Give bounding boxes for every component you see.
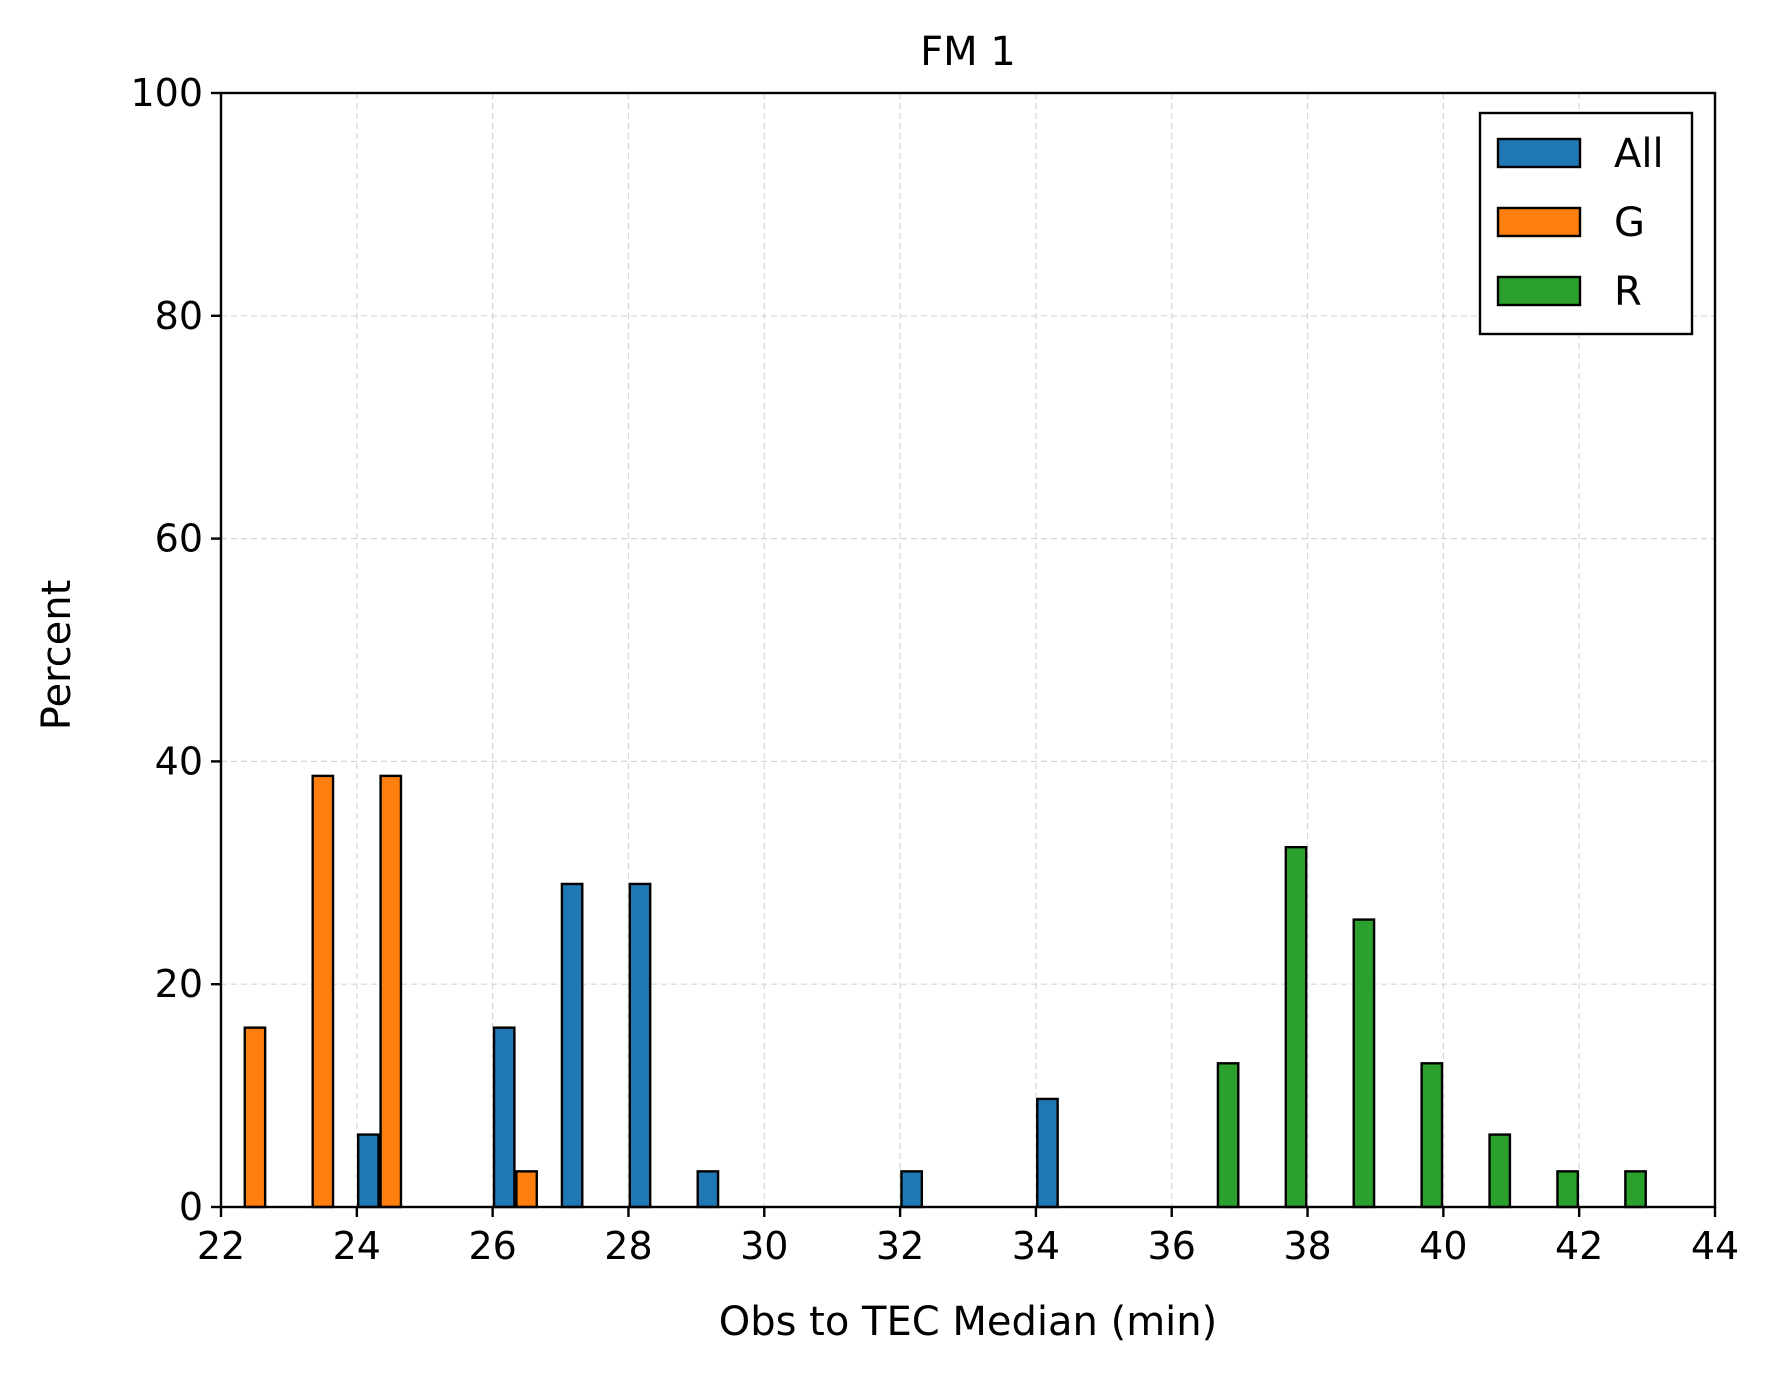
legend: All G R (1478, 111, 1694, 336)
y-tick-label: 60 (155, 517, 203, 561)
x-tick-label: 30 (740, 1224, 788, 1268)
bar-g (515, 1170, 538, 1209)
y-tick-label: 20 (155, 962, 203, 1006)
bar-r (1352, 918, 1376, 1209)
y-axis-label: Percent (34, 580, 80, 731)
bars-layer (243, 774, 1647, 1209)
bar-g (243, 1026, 267, 1209)
ticks-layer: 22 24 26 28 30 32 34 36 38 40 42 44 0 20 40 60 80 100 (130, 71, 1739, 1268)
bar-g (311, 774, 335, 1209)
bar-all (492, 1026, 516, 1209)
bar-r (1556, 1170, 1580, 1209)
x-tick-label: 42 (1555, 1224, 1603, 1268)
x-tick-label: 32 (876, 1224, 924, 1268)
x-tick-label: 28 (604, 1224, 652, 1268)
x-tick-label: 26 (468, 1224, 516, 1268)
bar-all (900, 1170, 924, 1209)
bar-r (1488, 1133, 1512, 1209)
bar-all (1036, 1097, 1059, 1209)
x-tick-label: 38 (1283, 1224, 1331, 1268)
bar-g (379, 774, 403, 1209)
bar-all (696, 1170, 720, 1209)
x-tick-label: 44 (1691, 1224, 1739, 1268)
bar-r (1420, 1062, 1444, 1209)
x-tick-label: 36 (1148, 1224, 1196, 1268)
bar-all (628, 882, 652, 1209)
legend-label-g: G (1614, 200, 1645, 246)
x-tick-label: 24 (333, 1224, 381, 1268)
y-tick-label: 100 (130, 71, 203, 115)
plot-frame (219, 91, 1717, 1209)
bar-r (1624, 1170, 1647, 1209)
legend-label-all: All (1614, 131, 1664, 177)
legend-swatch-g (1496, 206, 1582, 238)
legend-swatch-all (1496, 137, 1582, 169)
x-tick-label: 22 (197, 1224, 245, 1268)
x-tick-label: 40 (1419, 1224, 1467, 1268)
legend-swatch-r (1496, 275, 1582, 307)
x-axis-label: Obs to TEC Median (min) (719, 1299, 1218, 1345)
chart-title: FM 1 (920, 29, 1016, 75)
bar-all (560, 882, 584, 1209)
y-tick-label: 40 (155, 739, 203, 783)
x-tick-label: 34 (1012, 1224, 1060, 1268)
y-tick-label: 0 (179, 1185, 203, 1229)
bar-r (1284, 845, 1308, 1209)
legend-label-r: R (1614, 269, 1642, 315)
bar-r (1216, 1062, 1240, 1209)
bar-all (356, 1133, 380, 1209)
y-tick-label: 80 (155, 294, 203, 338)
